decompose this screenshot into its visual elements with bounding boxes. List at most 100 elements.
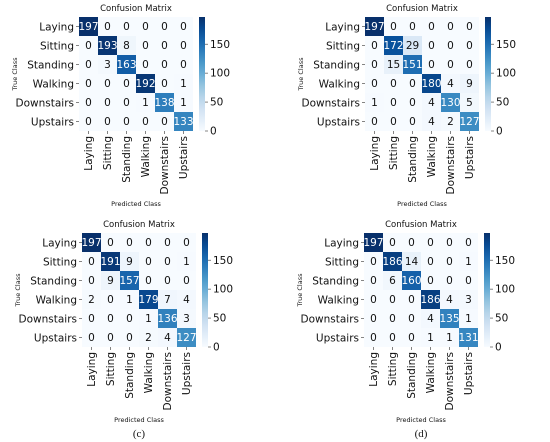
heatmap-cell — [441, 93, 460, 112]
cell-value-label: 127 — [176, 332, 196, 344]
cell-value-label: 163 — [116, 59, 136, 71]
heatmap-cell — [98, 55, 117, 74]
cell-value-label: 0 — [466, 40, 473, 52]
cell-value-label: 197 — [78, 21, 98, 33]
y-tick-label: Standing — [27, 59, 74, 71]
heatmap-cell — [402, 252, 421, 271]
heatmap-cell — [402, 328, 421, 347]
y-tick-label: Sitting — [325, 256, 359, 268]
cell-value-label: 0 — [161, 40, 168, 52]
cell-value-label: 4 — [428, 116, 435, 128]
cell-value-label: 0 — [409, 116, 416, 128]
heatmap-cell — [422, 93, 441, 112]
cell-value-label: 0 — [466, 59, 473, 71]
cell-value-label: 3 — [465, 294, 472, 306]
cell-value-label: 0 — [370, 275, 377, 287]
cell-value-label: 1 — [142, 97, 149, 109]
cell-value-label: 1 — [465, 313, 472, 325]
x-tick-label: Sitting — [388, 136, 400, 170]
heatmap-cell — [174, 36, 193, 55]
colorbar-tick-label: 0 — [496, 126, 503, 138]
heatmap-cell — [155, 55, 174, 74]
heatmap-cell — [158, 309, 177, 328]
cell-value-label: 193 — [97, 40, 117, 52]
heatmap-cell — [177, 290, 196, 309]
heatmap-cell — [384, 17, 403, 36]
x-tick-label: Sitting — [387, 352, 399, 386]
cell-value-label: 29 — [406, 40, 419, 52]
heatmap-cell — [79, 17, 98, 36]
heatmap-cell — [421, 252, 440, 271]
cell-value-label: 3 — [104, 59, 111, 71]
cell-value-label: 197 — [81, 237, 101, 249]
y-tick-label: Sitting — [40, 40, 74, 52]
cell-value-label: 2 — [88, 294, 95, 306]
heatmap-cell — [98, 36, 117, 55]
cell-value-label: 0 — [107, 332, 114, 344]
heatmap-cell — [460, 74, 479, 93]
heatmap-cell — [440, 290, 459, 309]
cell-value-label: 0 — [123, 21, 130, 33]
x-tick-label: Laying — [83, 136, 95, 171]
heatmap-cell — [403, 17, 422, 36]
cell-value-label: 5 — [466, 97, 473, 109]
cell-value-label: 0 — [107, 313, 114, 325]
cell-value-label: 0 — [428, 40, 435, 52]
y-tick-label: Downstairs — [301, 313, 359, 325]
heatmap-cell — [364, 233, 383, 252]
colorbar-tick-label: 50 — [210, 97, 223, 109]
x-tick-label: Walking — [143, 352, 155, 393]
x-axis-label: Predicted Class — [114, 416, 164, 424]
heatmap-cell — [364, 309, 383, 328]
cell-value-label: 0 — [409, 78, 416, 90]
cell-value-label: 136 — [157, 313, 177, 325]
cell-value-label: 0 — [85, 116, 92, 128]
x-tick-label: Upstairs — [463, 352, 475, 395]
heatmap-cell — [98, 17, 117, 36]
cell-value-label: 0 — [389, 332, 396, 344]
heatmap-cell — [117, 17, 136, 36]
colorbar-tick-label: 100 — [213, 284, 233, 296]
heatmap-cell — [136, 93, 155, 112]
heatmap-cell — [421, 328, 440, 347]
heatmap-cell — [117, 93, 136, 112]
heatmap-cell — [383, 252, 402, 271]
heatmap-cell — [440, 271, 459, 290]
heatmap-cell — [155, 112, 174, 131]
x-tick-label: Walking — [140, 136, 152, 177]
heatmap-cell — [82, 252, 101, 271]
heatmap-cell — [384, 93, 403, 112]
cell-value-label: 0 — [145, 256, 152, 268]
heatmap-cell — [136, 55, 155, 74]
heatmap-cell — [364, 271, 383, 290]
heatmap-cell — [403, 36, 422, 55]
cell-value-label: 14 — [405, 256, 419, 268]
cell-value-label: 0 — [466, 21, 473, 33]
cell-value-label: 0 — [370, 294, 377, 306]
heatmap-cell — [364, 328, 383, 347]
cell-value-label: 0 — [447, 21, 454, 33]
heatmap-cell — [383, 271, 402, 290]
cell-value-label: 0 — [161, 21, 168, 33]
cell-value-label: 0 — [107, 237, 114, 249]
colorbar-tick-label: 150 — [213, 255, 233, 267]
cell-value-label: 0 — [389, 313, 396, 325]
heatmap-cell — [139, 233, 158, 252]
heatmap-cell — [82, 328, 101, 347]
cell-value-label: 0 — [161, 78, 168, 90]
cell-value-label: 0 — [371, 78, 378, 90]
colorbar — [484, 233, 490, 347]
cell-value-label: 0 — [126, 237, 133, 249]
cell-value-label: 0 — [88, 313, 95, 325]
cell-value-label: 0 — [123, 97, 130, 109]
cell-value-label: 0 — [142, 40, 149, 52]
heatmap-cell — [459, 309, 478, 328]
colorbar-tick-label: 150 — [495, 255, 515, 267]
cell-value-label: 0 — [390, 116, 397, 128]
heatmap-cell — [441, 36, 460, 55]
y-tick-label: Downstairs — [19, 313, 77, 325]
heatmap-cell — [460, 17, 479, 36]
